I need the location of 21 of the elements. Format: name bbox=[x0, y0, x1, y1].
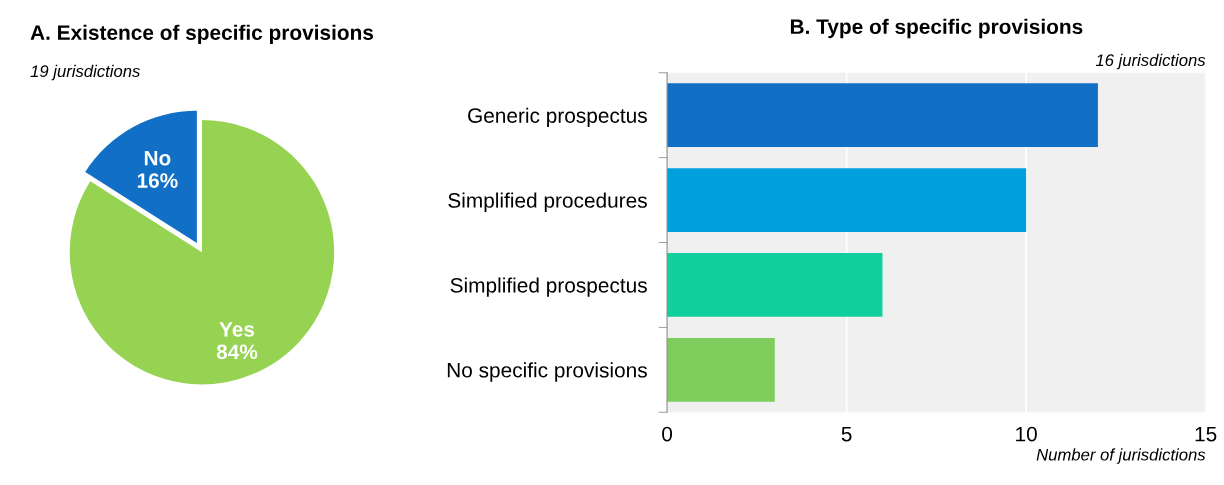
bar bbox=[667, 253, 883, 317]
chart-title: B. Type of specific provisions bbox=[790, 18, 1083, 39]
chart-title: A. Existence of specific provisions bbox=[30, 24, 374, 45]
y-tick-label: No specific provisions bbox=[447, 362, 647, 382]
bar bbox=[667, 168, 1027, 232]
text: 16 jurisdictions bbox=[1095, 53, 1206, 70]
y-tick-label: Generic prospectus bbox=[468, 107, 647, 128]
x-tick-label: 5 bbox=[841, 426, 852, 442]
x-tick-label: 0 bbox=[662, 426, 673, 442]
text: 19 jurisdictions bbox=[30, 64, 141, 81]
slice-label: Yes bbox=[219, 322, 255, 337]
x-tick-label: 15 bbox=[1195, 426, 1217, 442]
bar bbox=[667, 337, 775, 402]
data-label: 84% bbox=[216, 344, 258, 360]
data-label: 16% bbox=[137, 173, 178, 188]
y-tick-label: Simplified prospectus bbox=[450, 277, 647, 297]
bar bbox=[667, 83, 1098, 148]
x-axis-title: Number of jurisdictions bbox=[1036, 448, 1206, 464]
x-tick-label: 10 bbox=[1016, 426, 1037, 442]
y-tick-label: Simplified procedures bbox=[448, 192, 647, 212]
slice-label: No bbox=[144, 150, 171, 166]
